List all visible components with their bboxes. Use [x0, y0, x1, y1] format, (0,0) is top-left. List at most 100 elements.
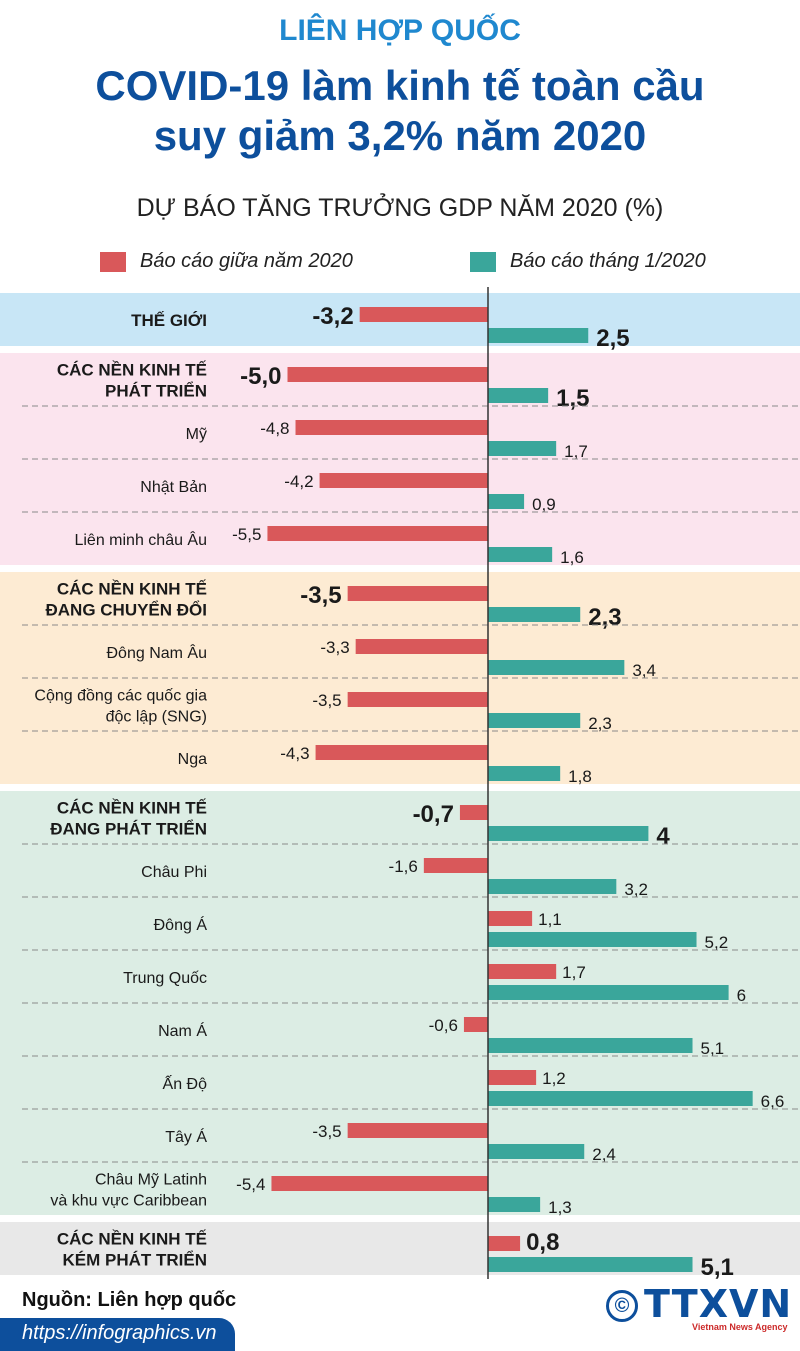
- title-line-1: COVID-19 làm kinh tế toàn cầu: [95, 62, 705, 109]
- value-label-january: 5,1: [701, 1254, 734, 1281]
- value-label-january: 2,5: [596, 325, 629, 352]
- bar-midyear: [355, 639, 488, 654]
- chart-title: DỰ BÁO TĂNG TRƯỞNG GDP NĂM 2020 (%): [136, 194, 664, 222]
- value-label-midyear: -1,6: [389, 857, 418, 876]
- bar-midyear: [488, 1070, 537, 1085]
- value-label-january: 2,3: [588, 604, 621, 631]
- footer-band: [0, 1318, 235, 1351]
- bar-midyear: [488, 964, 557, 979]
- bar-january: [488, 1257, 693, 1272]
- value-label-january: 6,6: [761, 1092, 785, 1111]
- bar-midyear: [267, 526, 488, 541]
- bar-midyear: [295, 420, 488, 435]
- bar-january: [488, 826, 649, 841]
- value-label-january: 0,9: [532, 495, 556, 514]
- bar-midyear: [359, 307, 488, 322]
- category-label: Đông Á: [154, 915, 208, 934]
- bar-january: [488, 441, 557, 456]
- value-label-midyear: -5,4: [236, 1175, 265, 1194]
- bar-january: [488, 1197, 541, 1212]
- legend-item-january: Báo cáo tháng 1/2020: [470, 250, 706, 273]
- category-label: CÁC NỀN KINH TẾ: [57, 580, 207, 599]
- bar-january: [488, 328, 589, 343]
- category-label: CÁC NỀN KINH TẾ: [57, 799, 207, 818]
- bar-january: [488, 766, 561, 781]
- bar-january: [488, 1038, 693, 1053]
- category-label: Cộng đồng các quốc gia: [34, 688, 207, 705]
- bar-january: [488, 932, 697, 947]
- category-label: CÁC NỀN KINH TẾ: [57, 1230, 207, 1249]
- value-label-midyear: -5,5: [232, 525, 261, 544]
- category-label: ĐANG CHUYỂN ĐỔI: [45, 601, 207, 620]
- value-label-midyear: 1,7: [562, 963, 586, 982]
- value-label-january: 2,3: [588, 714, 612, 733]
- category-label: KÉM PHÁT TRIỂN: [63, 1251, 208, 1270]
- value-label-midyear: 1,2: [542, 1069, 566, 1088]
- category-label: Liên minh châu Âu: [74, 530, 207, 549]
- bar-midyear: [463, 1017, 488, 1032]
- kicker: LIÊN HỢP QUỐC: [279, 14, 521, 47]
- legend-swatch-january: [470, 251, 496, 272]
- category-label: và khu vực Caribbean: [50, 1193, 207, 1210]
- legend-label-midyear: Báo cáo giữa năm 2020: [140, 250, 353, 272]
- value-label-midyear: -3,5: [312, 1122, 341, 1141]
- title-line-2: suy giảm 3,2% năm 2020: [153, 112, 647, 159]
- group-background-developing: [0, 791, 800, 1215]
- bar-midyear: [347, 692, 488, 707]
- value-label-midyear: 0,8: [526, 1229, 559, 1256]
- value-label-midyear: -4,3: [280, 744, 309, 763]
- value-label-midyear: -5,0: [240, 363, 281, 390]
- source-note: Nguồn: Liên hợp quốc: [22, 1289, 237, 1311]
- category-label: Nam Á: [158, 1021, 207, 1040]
- bar-midyear: [287, 367, 488, 382]
- value-label-midyear: -4,2: [284, 472, 313, 491]
- website-link[interactable]: https://infographics.vn: [22, 1322, 217, 1344]
- value-label-midyear: -3,3: [320, 638, 349, 657]
- bar-january: [488, 388, 549, 403]
- value-label-midyear: -0,7: [413, 801, 454, 828]
- value-label-january: 1,6: [560, 548, 584, 567]
- bar-midyear: [347, 1123, 488, 1138]
- category-label: Ấn Độ: [163, 1074, 208, 1093]
- legend-item-midyear: Báo cáo giữa năm 2020: [100, 250, 353, 273]
- category-label: CÁC NỀN KINH TẾ: [57, 361, 207, 380]
- ttxvn-logo: TTXVN: [644, 1282, 793, 1326]
- value-label-january: 3,4: [632, 661, 656, 680]
- bar-january: [488, 1144, 585, 1159]
- value-label-midyear: -0,6: [429, 1016, 458, 1035]
- value-label-january: 1,7: [564, 442, 588, 461]
- copyright-icon: ©: [606, 1290, 638, 1322]
- category-label: Mỹ: [186, 426, 207, 443]
- bar-january: [488, 660, 625, 675]
- value-label-january: 1,3: [548, 1198, 572, 1217]
- category-label: Đông Nam Âu: [107, 643, 208, 662]
- category-label: Tây Á: [165, 1127, 207, 1146]
- category-label: Châu Mỹ Latinh: [95, 1172, 207, 1189]
- category-label: THẾ GIỚI: [131, 311, 207, 330]
- bar-midyear: [271, 1176, 488, 1191]
- bar-midyear: [488, 1236, 521, 1251]
- bar-january: [488, 1091, 753, 1106]
- value-label-january: 1,8: [568, 767, 592, 786]
- value-label-midyear: -4,8: [260, 419, 289, 438]
- bar-midyear: [315, 745, 488, 760]
- bar-january: [488, 494, 525, 509]
- bar-midyear: [347, 586, 488, 601]
- legend-swatch-midyear: [100, 251, 126, 272]
- logo-subtitle: Vietnam News Agency: [692, 1322, 788, 1332]
- value-label-january: 5,1: [701, 1039, 725, 1058]
- value-label-midyear: -3,5: [300, 582, 341, 609]
- bar-january: [488, 607, 581, 622]
- bar-midyear: [423, 858, 488, 873]
- value-label-midyear: -3,5: [312, 691, 341, 710]
- category-label: Trung Quốc: [123, 970, 207, 987]
- category-label: ĐANG PHÁT TRIỂN: [50, 820, 207, 839]
- category-label: PHÁT TRIỂN: [105, 382, 207, 401]
- category-label: Châu Phi: [141, 864, 207, 881]
- value-label-january: 4: [656, 823, 670, 850]
- value-label-january: 2,4: [592, 1145, 616, 1164]
- category-label: độc lập (SNG): [106, 709, 207, 726]
- category-label: Nga: [178, 751, 207, 768]
- bar-midyear: [319, 473, 488, 488]
